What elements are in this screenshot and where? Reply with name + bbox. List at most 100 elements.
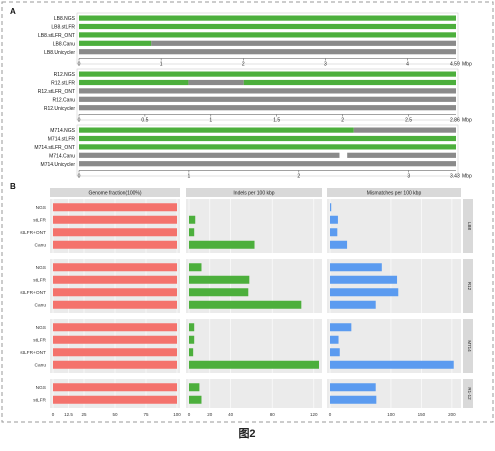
bar-mismatch <box>330 228 338 237</box>
track-segment <box>339 152 348 158</box>
panel-b-label: B <box>10 182 16 191</box>
track-segment <box>79 40 152 46</box>
bar-indels <box>189 335 195 344</box>
track-label: LB8.Unicycler <box>44 50 75 56</box>
bar-indels <box>189 263 202 272</box>
facet-tick-label: 0 <box>188 412 191 417</box>
facet-tick-label: 200 <box>448 412 456 417</box>
track-label: M714.NGS <box>50 128 75 134</box>
bar-mismatch <box>330 383 376 392</box>
bar-gf <box>53 263 177 272</box>
bar-gf <box>53 323 177 332</box>
bar-mismatch <box>330 203 332 212</box>
track-segment <box>79 15 456 21</box>
track-segment <box>243 79 456 86</box>
track-segment <box>79 71 456 77</box>
bar-indels <box>189 323 195 332</box>
track-label: R12.NGS <box>54 72 76 78</box>
genome-axis-tick-label: 1.5 <box>273 118 280 124</box>
bar-indels <box>189 395 202 404</box>
track-label: R12.stLFR <box>51 81 75 87</box>
bar-mismatch <box>330 360 454 369</box>
track-segment <box>79 88 456 94</box>
genome-axis-tick-label: 1 <box>209 118 212 124</box>
bar-gf <box>53 383 177 392</box>
row-label: Canu <box>35 303 47 309</box>
facet-title: Mismatches per 100 kbp <box>367 191 422 197</box>
row-label: NGS <box>36 385 46 391</box>
track-label: M714.stLFR_ONT <box>34 145 75 151</box>
genome-box <box>76 12 459 65</box>
genome-axis-tick-label: 2 <box>297 174 300 180</box>
track-label: LB8.stLFR <box>51 25 75 31</box>
track-segment <box>79 79 189 86</box>
bar-mismatch <box>330 263 382 272</box>
facet-tick-label: 0 <box>52 412 55 417</box>
row-label: stLFR <box>33 218 46 224</box>
track-label: M714.Canu <box>49 153 75 159</box>
facet-strip <box>186 188 322 197</box>
facet-tick-label: 100 <box>173 412 181 417</box>
genome-axis-end-label: 4.59 <box>450 62 460 68</box>
genome-axis-tick-label: 3 <box>324 62 327 68</box>
track-label: LB8.NGS <box>54 16 76 22</box>
facet-tick-label: 20 <box>207 412 213 417</box>
facet-tick-label: 80 <box>270 412 276 417</box>
facet-title: Genome fraction(100%) <box>88 191 141 197</box>
facet-tick-label: 25 <box>81 412 87 417</box>
bar-mismatch <box>330 288 399 297</box>
bar-gf <box>53 240 177 249</box>
track-segment <box>79 96 456 102</box>
genome-axis-tick-label: 0.5 <box>141 118 148 124</box>
group-strip <box>463 319 473 373</box>
track-segment <box>79 161 456 167</box>
genome-axis-tick-label: 4 <box>406 62 409 68</box>
genome-axis-tick-label: 2 <box>242 62 245 68</box>
group-strip <box>463 199 473 253</box>
track-segment <box>188 79 244 86</box>
bar-gf <box>53 300 177 309</box>
row-label: stLFR+ONT <box>20 230 46 236</box>
bar-mismatch <box>330 300 376 309</box>
panel-b: B Genome fraction(100%) Indels per 100 kbp… <box>10 182 473 417</box>
bar-gf <box>53 215 177 224</box>
row-label: stLFR <box>33 278 46 284</box>
track-segment <box>79 49 456 55</box>
track-segment <box>79 23 456 30</box>
track-label: R12.Unicycler <box>44 106 75 112</box>
row-label: stLFR <box>33 338 46 344</box>
track-segment <box>151 40 456 46</box>
row-label: stLFR+ONT <box>20 290 46 296</box>
facet-tick-label: 150 <box>418 412 426 417</box>
bar-mismatch <box>330 323 352 332</box>
bar-indels <box>189 288 249 297</box>
facet-tick-label: 12.5 <box>64 412 73 417</box>
bar-gf <box>53 395 177 404</box>
bar-mismatch <box>330 275 398 284</box>
figure-caption: 图2 <box>238 427 255 440</box>
track-label: M714.Unicycler <box>41 162 76 168</box>
genome-axis-tick-label: 2.5 <box>405 118 412 124</box>
genome-box <box>76 68 459 121</box>
genome-box <box>76 124 459 177</box>
genome-axis-tick-label: 1 <box>160 62 163 68</box>
genome-axis-end-label: 2.86 <box>450 118 460 124</box>
bar-indels <box>189 215 196 224</box>
track-segment <box>79 127 354 133</box>
facet-tick-label: 75 <box>143 412 149 417</box>
track-label: LB8.Canu <box>53 41 75 47</box>
track-segment <box>347 152 456 158</box>
figure-dashed-border <box>1 1 494 423</box>
facet-strip <box>50 188 180 197</box>
group-strip-label: M714 <box>467 340 472 352</box>
bar-indels <box>189 360 319 369</box>
facet-strip <box>327 188 461 197</box>
facet-panel-bg <box>186 379 322 408</box>
genome-axis-tick-label: 2 <box>341 118 344 124</box>
bar-gf <box>53 228 177 237</box>
bar-mismatch <box>330 395 377 404</box>
track-segment <box>353 127 456 133</box>
bar-indels <box>189 383 200 392</box>
track-segment <box>79 152 340 158</box>
